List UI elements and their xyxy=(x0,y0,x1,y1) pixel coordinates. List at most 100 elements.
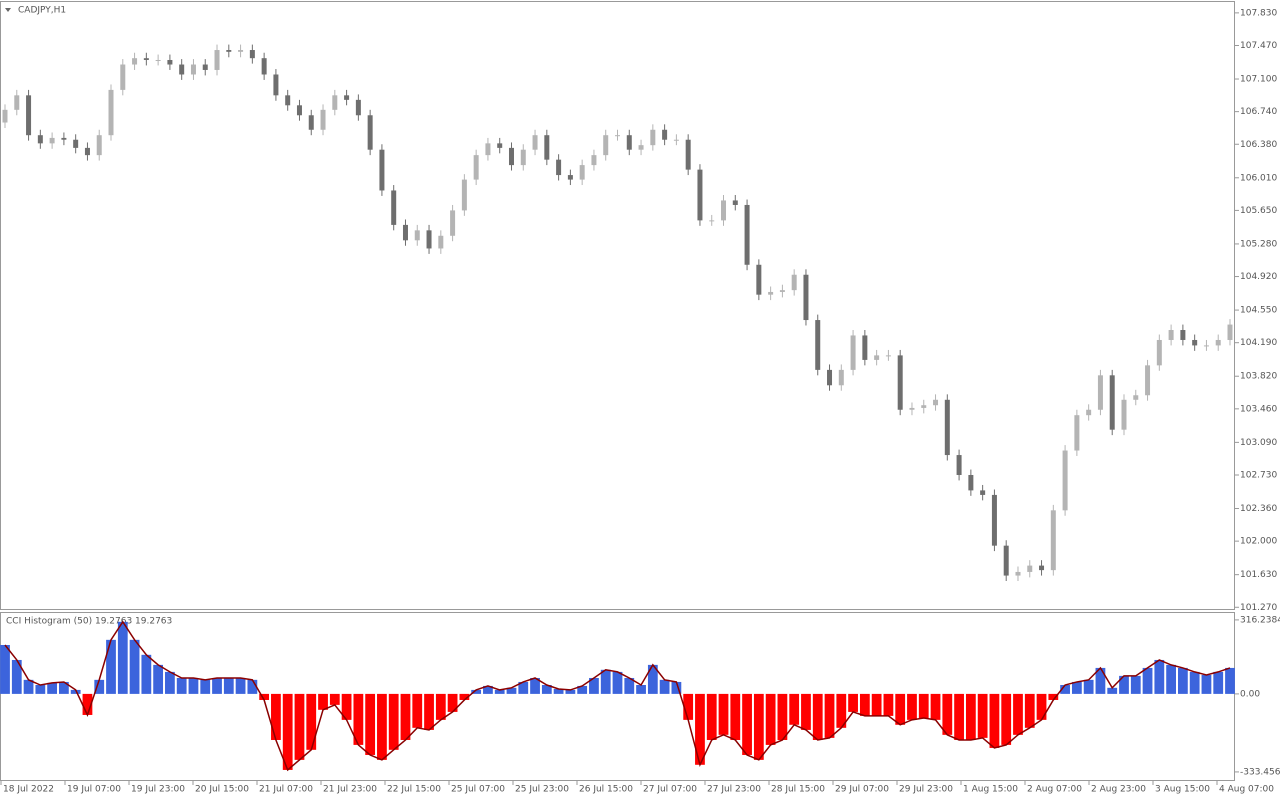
candle-body xyxy=(37,135,43,144)
histogram-bar xyxy=(365,693,376,755)
histogram-bar xyxy=(659,679,670,694)
candle-body xyxy=(391,190,397,225)
candle-body xyxy=(497,143,503,148)
histogram-bar xyxy=(824,693,835,738)
histogram-bar xyxy=(801,693,811,730)
x-tick-label: 28 Jul 15:00 xyxy=(771,785,825,795)
candle-body xyxy=(520,149,526,166)
x-tick-label: 19 Jul 23:00 xyxy=(131,785,185,795)
candle-body xyxy=(367,115,373,150)
candle-body xyxy=(673,139,679,141)
y-tick-label: 102.730 xyxy=(1240,470,1277,480)
candle-body xyxy=(2,109,8,123)
candle-body xyxy=(874,355,880,360)
histogram-bar xyxy=(812,693,823,740)
y-tick-label: 106.010 xyxy=(1240,173,1277,183)
candle-body xyxy=(591,155,597,166)
x-tick-label: 25 Jul 07:00 xyxy=(451,785,505,795)
candle-body xyxy=(909,407,915,410)
candle-body xyxy=(485,143,491,156)
candle-body xyxy=(14,95,20,110)
candle-body xyxy=(1145,365,1151,396)
candle-body xyxy=(744,204,750,265)
histogram-bar xyxy=(459,693,470,700)
candle-body xyxy=(603,135,609,156)
candle-body xyxy=(402,224,408,241)
cci-line xyxy=(4,620,1231,772)
histogram-bar xyxy=(871,693,882,716)
x-tick-label: 27 Jul 07:00 xyxy=(643,785,697,795)
candle-body xyxy=(108,89,114,136)
histogram-bar xyxy=(530,677,540,694)
histogram-bar xyxy=(989,693,1000,748)
candle-body xyxy=(1027,565,1033,572)
histogram-bar xyxy=(0,644,10,694)
histogram-bar xyxy=(977,693,988,738)
histogram-bar xyxy=(1177,667,1188,694)
candle-body xyxy=(768,291,774,295)
candle-body xyxy=(991,494,997,546)
candle-body xyxy=(296,105,302,116)
x-tick-label: 21 Jul 07:00 xyxy=(259,785,313,795)
histogram-bar xyxy=(883,693,894,716)
menu-arrow xyxy=(5,8,11,12)
candle-body xyxy=(155,59,161,61)
candle-body xyxy=(332,95,338,110)
histogram-bar xyxy=(965,693,976,740)
histogram-bar xyxy=(259,693,270,700)
candle-body xyxy=(850,335,856,370)
y-tick-label: 104.550 xyxy=(1240,306,1277,316)
y-tick-label: -333.4563 xyxy=(1240,767,1280,777)
histogram-bar xyxy=(918,693,929,718)
histogram-bar xyxy=(483,685,493,694)
candle-body xyxy=(1133,395,1139,400)
candle-body xyxy=(61,137,67,140)
indicator-title: CCI Histogram (50) 19.2763 19.2763 xyxy=(6,617,172,627)
histogram-bar xyxy=(1107,687,1118,694)
candle-body xyxy=(450,210,456,236)
histogram-bar xyxy=(47,682,58,694)
candle-body xyxy=(638,145,644,150)
candle-body xyxy=(803,274,809,321)
histogram-bar xyxy=(954,693,964,740)
histogram-bar xyxy=(730,693,741,740)
histogram-bar xyxy=(70,689,81,694)
candle-body xyxy=(238,50,244,52)
y-tick-label: 316.2384 xyxy=(1240,615,1280,625)
candle-body xyxy=(1097,375,1103,410)
candle-body xyxy=(933,399,939,406)
histogram-bar xyxy=(718,693,729,735)
x-tick-label: 22 Jul 15:00 xyxy=(387,785,441,795)
x-tick-label: 29 Jul 23:00 xyxy=(899,785,953,795)
candle-body xyxy=(709,220,715,222)
candle-body xyxy=(285,95,291,106)
histogram-bar xyxy=(11,659,22,694)
histogram-bar xyxy=(1024,693,1035,728)
histogram-bar xyxy=(624,677,635,694)
candle-body xyxy=(508,147,514,166)
candle-body xyxy=(414,230,420,241)
histogram-bar xyxy=(1095,667,1106,694)
candle-body xyxy=(167,59,173,65)
histogram-bar xyxy=(1048,693,1059,700)
candle-body xyxy=(73,139,79,148)
candle-body xyxy=(921,405,927,408)
candle-body xyxy=(190,64,196,75)
histogram-bar xyxy=(742,693,752,755)
histogram-bar xyxy=(506,687,517,694)
candle-body xyxy=(1086,409,1092,416)
candle-body xyxy=(567,175,573,180)
histogram-bar xyxy=(94,679,105,694)
y-tick-label: 102.360 xyxy=(1240,504,1277,514)
candle-body xyxy=(143,58,149,60)
candle-body xyxy=(1215,339,1221,346)
y-tick-label: 101.630 xyxy=(1240,570,1277,580)
y-tick-label: 103.460 xyxy=(1240,404,1277,414)
histogram-bar xyxy=(388,693,399,750)
histogram-bar xyxy=(447,693,458,712)
histogram-bar xyxy=(683,693,694,720)
candle-body xyxy=(721,200,727,221)
candle-body xyxy=(556,159,562,176)
histogram-bar xyxy=(106,639,116,694)
candle-body xyxy=(202,64,208,70)
